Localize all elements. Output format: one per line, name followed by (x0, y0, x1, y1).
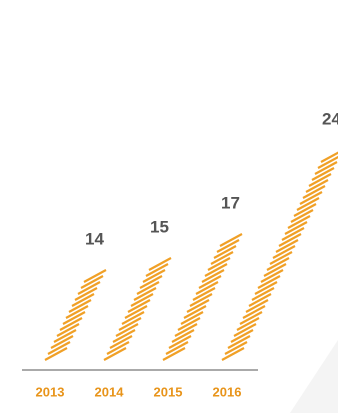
bar-stripe (192, 287, 216, 301)
bar-stripe (248, 293, 272, 307)
bar-stripe (121, 311, 145, 325)
bar-stripe (290, 209, 314, 223)
bar-stripe (142, 269, 166, 283)
bar-stripe (260, 269, 284, 283)
bar-stripe (320, 151, 338, 163)
bar-stripe (266, 257, 290, 271)
bar-stripe (127, 299, 151, 313)
bar-stripe (177, 317, 201, 331)
bar-stripe (281, 227, 305, 241)
bar-stripe (47, 341, 71, 355)
bar-stripe (207, 257, 231, 271)
bar-stripe (227, 335, 251, 349)
decoration (290, 340, 338, 413)
bar-stripe (80, 275, 104, 289)
bar-stripe (245, 299, 269, 313)
bar-stripe (210, 251, 234, 265)
bar-stripe (130, 293, 154, 307)
x-tick-label: 2015 (154, 384, 183, 399)
bar-stripe (263, 263, 287, 277)
bar-stripe (251, 287, 275, 301)
bar (221, 151, 338, 361)
bar-stripe (272, 245, 296, 259)
bar-stripe (53, 329, 77, 343)
bar (162, 233, 243, 361)
bar-stripe (287, 215, 311, 229)
bar-stripe (254, 281, 278, 295)
bar-stripe (216, 239, 240, 253)
bar-stripe (136, 281, 160, 295)
bar-stripe (189, 293, 213, 307)
bar-stripe (77, 281, 101, 295)
bar-stripe (186, 299, 210, 313)
value-label: 24 (322, 109, 338, 128)
bar-stripe (317, 155, 338, 169)
bar-stripe (230, 329, 254, 343)
value-label: 14 (85, 229, 104, 248)
bar-stripe (59, 317, 83, 331)
bar-stripe (242, 305, 266, 319)
bar-stripe (133, 287, 157, 301)
bar-stripe (219, 233, 243, 247)
bar-stripe (145, 263, 169, 277)
bar-stripe (106, 341, 130, 355)
bar-stripe (71, 293, 95, 307)
bar-stripe (65, 305, 89, 319)
bar-stripe (74, 287, 98, 301)
bar-stripe (284, 221, 308, 235)
bar-stripe (299, 191, 323, 205)
bar-stripe (124, 305, 148, 319)
bar-stripe (201, 269, 225, 283)
bar-stripe (68, 299, 92, 313)
bar-stripe (118, 317, 142, 331)
bar-stripe (233, 323, 257, 337)
bar-stripe (311, 167, 335, 181)
bar-stripe (168, 335, 192, 349)
x-tick-label: 2013 (36, 384, 65, 399)
bar-stripe (162, 347, 186, 361)
bar-stripe (308, 173, 332, 187)
bar-stripe (239, 311, 263, 325)
bar-stripe (103, 347, 127, 361)
bar-stripe (195, 281, 219, 295)
bar-stripe (174, 323, 198, 337)
bar-stripe (165, 341, 189, 355)
bar-stripe (213, 245, 237, 259)
bar-stripe (112, 329, 136, 343)
bar-stripe (139, 275, 163, 289)
value-label: 17 (221, 193, 240, 212)
bar-stripe (83, 269, 107, 283)
bar-stripe (305, 179, 329, 193)
bar-stripe (236, 317, 260, 331)
bar-stripe (296, 197, 320, 211)
bar-stripe (198, 275, 222, 289)
bar-stripe (204, 263, 228, 277)
bar-stripe (224, 341, 248, 355)
bar-stripe (302, 185, 326, 199)
bar-stripe (269, 251, 293, 265)
bar-stripe (50, 335, 74, 349)
bar-stripe (44, 347, 68, 361)
x-tick-label: 2016 (213, 384, 242, 399)
bar-stripe (314, 161, 338, 175)
bar-stripe (56, 323, 80, 337)
bar-stripe (115, 323, 139, 337)
bar-stripe (180, 311, 204, 325)
bar-stripe (171, 329, 195, 343)
bar-stripe (109, 335, 133, 349)
bar-stripe (221, 347, 245, 361)
bar-stripe (148, 257, 172, 271)
bar-stripe (257, 275, 281, 289)
x-tick-label: 2014 (95, 384, 125, 399)
bar-stripe (62, 311, 86, 325)
bar-stripe (275, 239, 299, 253)
bar (103, 257, 172, 361)
bar-stripe (278, 233, 302, 247)
bar (44, 269, 107, 361)
bar-stripe (183, 305, 207, 319)
bar-stripe (293, 203, 317, 217)
value-label: 15 (150, 217, 169, 236)
